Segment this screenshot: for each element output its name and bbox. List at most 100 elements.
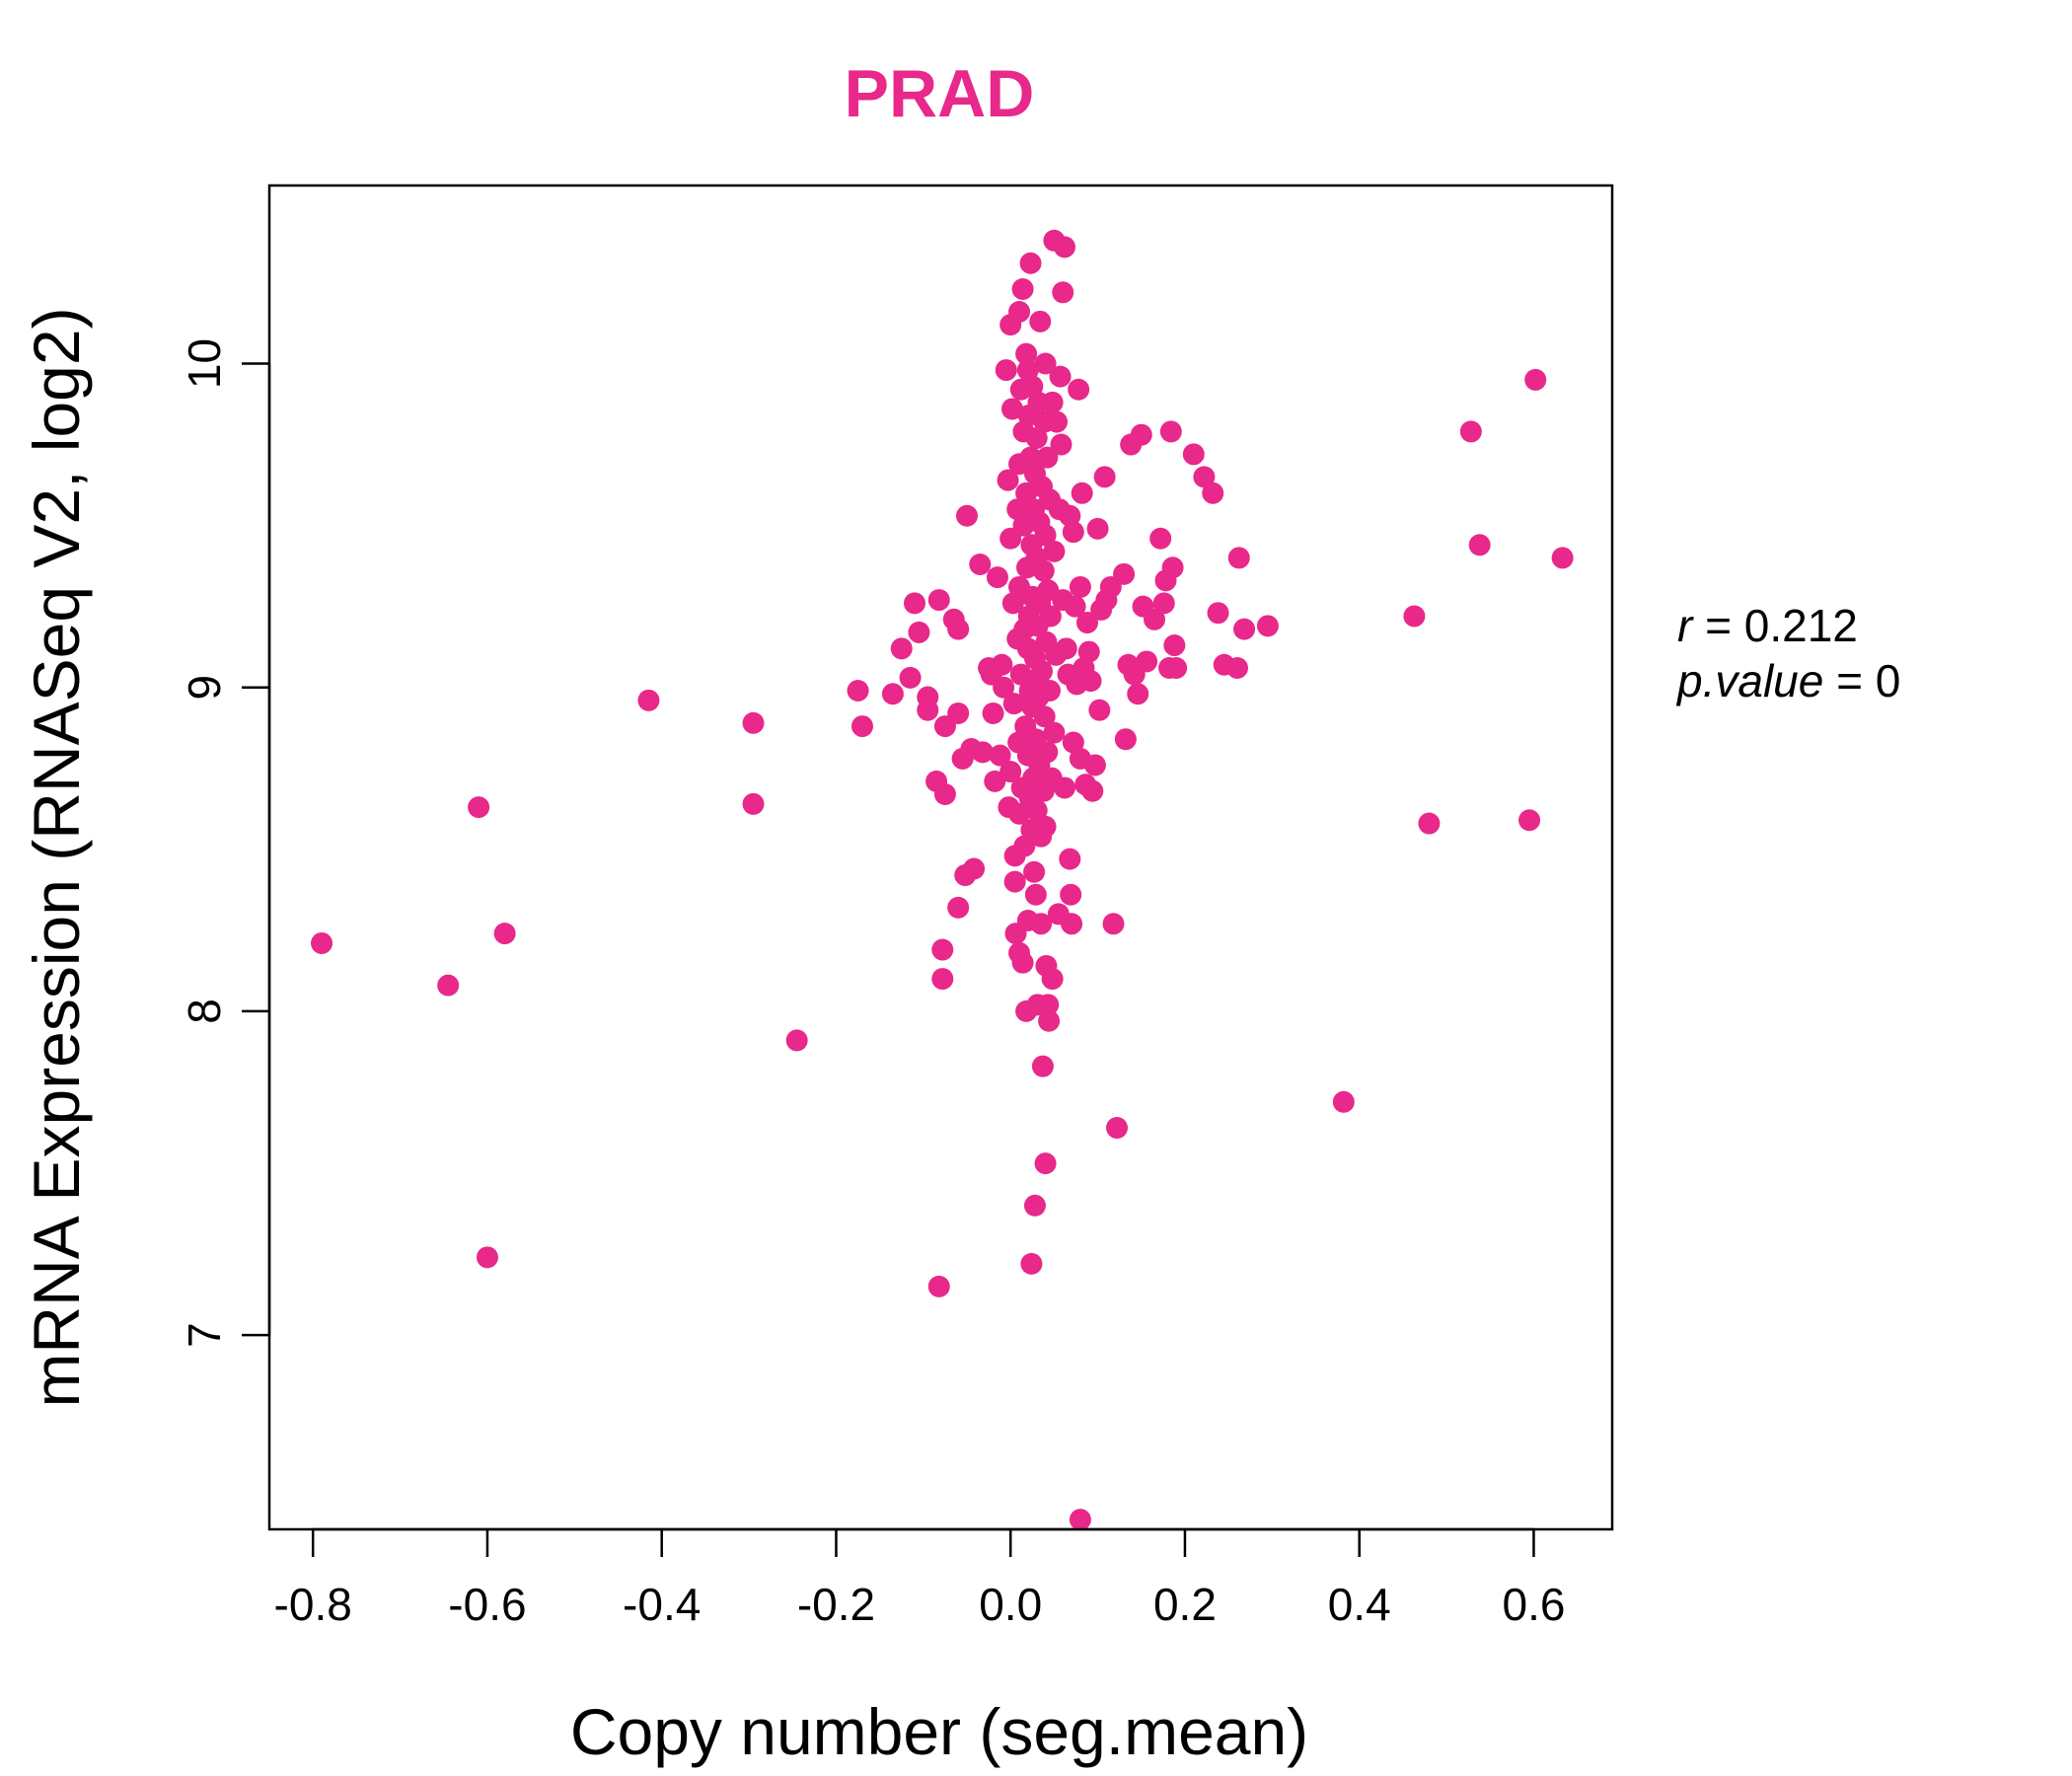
data-point — [1144, 608, 1166, 630]
data-point — [1524, 368, 1547, 391]
data-point — [637, 689, 660, 711]
data-point — [1130, 423, 1152, 446]
data-point — [984, 770, 1006, 792]
data-point — [1114, 728, 1137, 751]
data-point — [982, 702, 1004, 724]
data-point — [1033, 705, 1056, 728]
data-point — [493, 923, 516, 945]
x-tick-label: 0.6 — [1502, 1579, 1565, 1630]
data-point — [933, 783, 956, 806]
data-point — [931, 968, 954, 991]
data-point — [1086, 517, 1109, 540]
data-point — [1011, 278, 1034, 301]
data-point — [947, 896, 970, 919]
data-point — [927, 1275, 950, 1297]
data-point — [1041, 391, 1064, 413]
chart-title: PRAD — [845, 56, 1035, 131]
data-point — [1225, 657, 1248, 680]
data-point — [851, 715, 873, 738]
data-point — [1038, 1009, 1061, 1032]
data-point — [1418, 812, 1441, 835]
data-point — [1050, 433, 1073, 456]
data-point — [1036, 446, 1059, 469]
data-point — [993, 676, 1015, 699]
data-point — [1031, 1055, 1054, 1077]
correlation-annotation: r = 0.212 p.value = 0 — [1677, 598, 1900, 708]
data-point — [1053, 236, 1075, 259]
data-point — [997, 469, 1019, 491]
data-point — [1037, 994, 1060, 1016]
data-point — [311, 931, 333, 954]
data-point — [931, 938, 954, 961]
p-label: p.value — [1677, 655, 1824, 706]
data-point — [1053, 777, 1075, 799]
y-tick-label: 9 — [179, 675, 230, 701]
data-point — [1079, 670, 1102, 693]
data-point — [927, 589, 950, 612]
data-point — [903, 592, 925, 615]
data-point — [437, 974, 460, 997]
x-axis: -0.8 -0.6 -0.4 -0.2 0.0 0.2 0.4 0.6 — [274, 1527, 1565, 1630]
data-point — [1060, 883, 1082, 906]
data-point — [1202, 481, 1224, 504]
y-axis: 7 8 9 10 — [179, 338, 271, 1348]
data-point — [1023, 1194, 1046, 1217]
data-point — [1034, 1152, 1057, 1175]
data-point — [1227, 547, 1250, 569]
data-point — [1165, 657, 1188, 680]
data-point — [1518, 809, 1541, 832]
data-point — [1043, 540, 1066, 562]
plot-frame — [267, 184, 1614, 1531]
data-point — [1052, 281, 1074, 304]
data-point — [969, 553, 992, 575]
data-point — [1043, 721, 1066, 744]
data-point — [956, 504, 979, 527]
data-point — [785, 1029, 808, 1052]
data-point — [1193, 466, 1216, 488]
data-point — [1071, 481, 1093, 504]
data-point — [999, 761, 1022, 783]
data-point — [1002, 693, 1025, 715]
x-tick-label: 0.2 — [1153, 1579, 1217, 1630]
data-point — [1159, 420, 1182, 443]
data-point — [890, 637, 913, 660]
data-point — [1025, 799, 1048, 822]
data-point — [1064, 595, 1086, 618]
data-point — [1036, 741, 1059, 764]
data-point — [1403, 605, 1426, 628]
x-tick-label: -0.4 — [623, 1579, 701, 1630]
x-tick-label: 0.0 — [979, 1579, 1042, 1630]
data-point — [1008, 802, 1031, 825]
data-point — [1049, 365, 1072, 388]
data-point — [1459, 420, 1482, 443]
p-stat: p.value = 0 — [1677, 655, 1901, 706]
data-point — [742, 711, 765, 734]
data-point — [1081, 779, 1104, 802]
data-point — [1024, 883, 1047, 906]
data-point — [1068, 378, 1090, 401]
p-value: 0 — [1875, 655, 1901, 706]
data-point — [1059, 504, 1081, 527]
data-point — [742, 792, 765, 815]
data-point — [1019, 252, 1042, 274]
data-point — [1055, 637, 1077, 660]
data-point — [476, 1246, 498, 1269]
data-point — [1102, 913, 1125, 935]
data-point — [991, 653, 1013, 676]
data-point — [1059, 848, 1081, 870]
data-point — [1093, 466, 1116, 488]
data-point — [1062, 731, 1084, 754]
data-point — [1088, 699, 1111, 721]
data-point — [1020, 1252, 1043, 1275]
data-point — [1015, 342, 1038, 365]
data-point — [1000, 398, 1023, 420]
data-point — [1041, 968, 1064, 991]
data-point — [1075, 612, 1098, 634]
data-point — [1207, 602, 1229, 625]
data-point — [1029, 310, 1052, 333]
data-point — [1233, 618, 1256, 640]
data-points — [311, 229, 1574, 1531]
data-point — [986, 566, 1008, 589]
data-point — [847, 679, 869, 702]
